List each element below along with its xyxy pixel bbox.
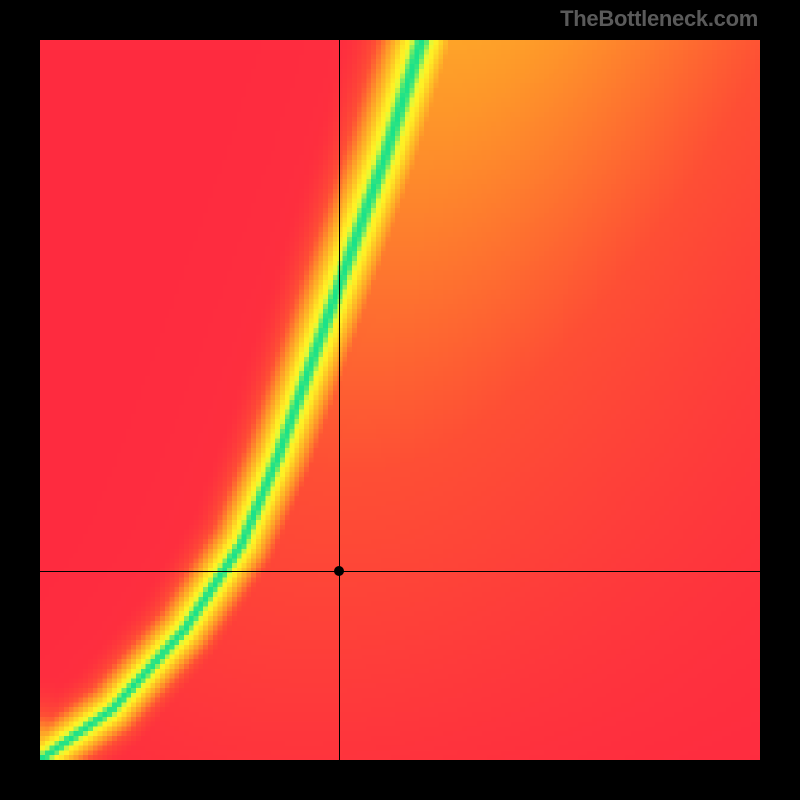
watermark-text: TheBottleneck.com <box>560 6 758 32</box>
crosshair-vertical-line <box>339 40 340 760</box>
crosshair-horizontal-line <box>40 571 760 572</box>
crosshair-marker <box>334 566 344 576</box>
heatmap-plot-area <box>40 40 760 760</box>
heatmap-canvas <box>40 40 760 760</box>
